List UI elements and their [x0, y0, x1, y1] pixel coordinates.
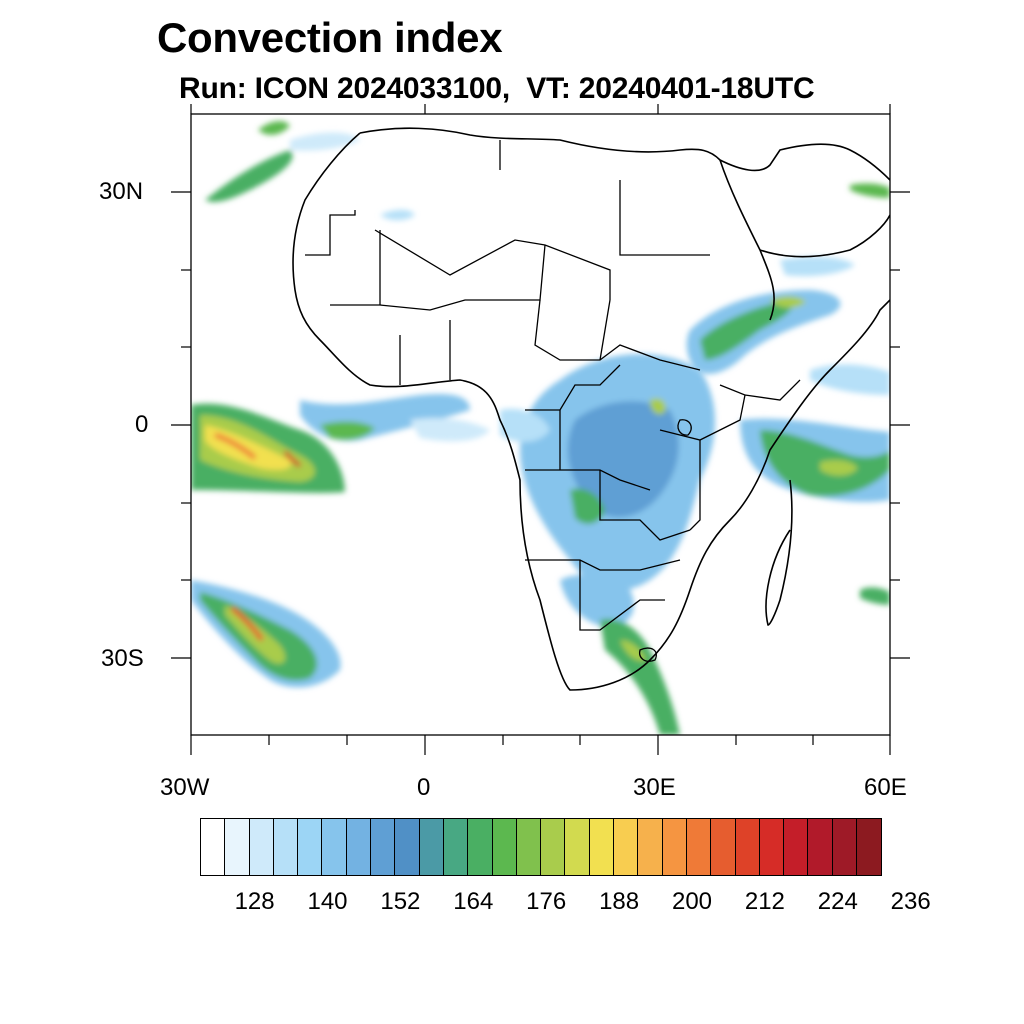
convection-east-africa — [686, 183, 890, 605]
colorbar-swatch — [225, 819, 250, 875]
colorbar-tick-label: 164 — [453, 888, 494, 915]
y-label-30s: 30S — [101, 645, 144, 672]
convection-northwest — [205, 121, 415, 221]
colorbar-swatch — [249, 819, 274, 875]
colorbar-swatch — [322, 819, 347, 875]
axis-ticks — [171, 104, 910, 755]
colorbar-swatch — [201, 819, 226, 875]
colorbar-tick-label: 152 — [380, 888, 421, 915]
y-label-0: 0 — [135, 411, 149, 438]
colorbar-swatch — [784, 819, 809, 875]
colorbar-swatch — [395, 819, 420, 875]
convection-south-atlantic — [191, 580, 341, 688]
colorbar-tick-label: 236 — [890, 888, 931, 915]
colorbar-swatch — [759, 819, 785, 875]
convection-atlantic-band — [191, 393, 490, 493]
colorbar — [200, 818, 883, 876]
colorbar-swatch — [638, 819, 663, 875]
colorbar-swatch — [273, 819, 299, 875]
colorbar-swatch — [346, 819, 372, 875]
colorbar-swatch — [371, 819, 396, 875]
coastlines — [292, 127, 890, 691]
colorbar-swatch — [686, 819, 712, 875]
colorbar-swatch — [589, 819, 615, 875]
x-label-30w: 30W — [160, 774, 210, 801]
colorbar-swatch — [468, 819, 493, 875]
colorbar-tick-label: 224 — [817, 888, 858, 915]
colorbar-tick-label: 128 — [234, 888, 275, 915]
x-label-60e: 60E — [864, 774, 907, 801]
colorbar-tick-label: 200 — [671, 888, 713, 915]
colorbar-swatch — [419, 819, 444, 875]
colorbar-swatch — [516, 819, 542, 875]
convection-field — [191, 121, 890, 735]
colorbar-swatch — [565, 819, 590, 875]
map-title: Convection index — [157, 14, 503, 61]
colorbar-swatch — [492, 819, 517, 875]
colorbar-swatch — [614, 819, 639, 875]
country-borders — [305, 140, 801, 662]
colorbar-swatch — [857, 819, 882, 875]
y-label-30n: 30N — [99, 178, 144, 205]
colorbar-swatch — [298, 819, 323, 875]
colorbar-swatch — [808, 819, 833, 875]
colorbar-swatch — [711, 819, 736, 875]
colorbar-tick-label: 188 — [599, 888, 640, 915]
colorbar-swatch — [541, 819, 566, 875]
convection-central-africa — [500, 353, 715, 735]
colorbar-tick-label: 176 — [526, 888, 567, 915]
colorbar-swatch — [735, 819, 760, 875]
colorbar-swatch — [662, 819, 687, 875]
x-label-30e: 30E — [633, 774, 676, 801]
colorbar-swatch — [832, 819, 858, 875]
colorbar-swatch — [443, 819, 469, 875]
colorbar-tick-label: 212 — [744, 888, 785, 915]
map-subtitle: Run: ICON 2024033100, VT: 20240401-18UTC — [179, 72, 815, 105]
x-label-0: 0 — [417, 774, 431, 801]
colorbar-tick-label: 140 — [307, 888, 348, 915]
